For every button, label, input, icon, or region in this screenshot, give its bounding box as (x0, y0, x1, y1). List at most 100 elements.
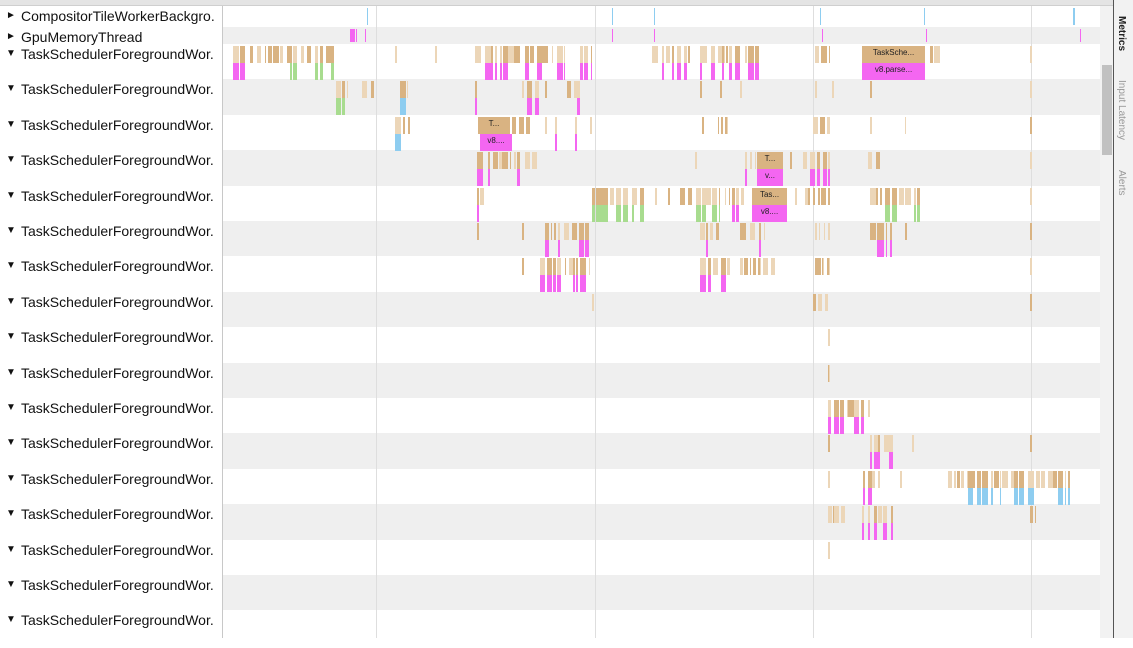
trace-slice[interactable] (290, 46, 292, 63)
trace-subslice[interactable] (702, 204, 706, 222)
trace-slice[interactable] (977, 470, 981, 488)
trace-subslice-labeled[interactable]: v8.... (752, 204, 787, 222)
trace-slice[interactable] (890, 223, 892, 240)
trace-slice[interactable] (545, 81, 547, 99)
trace-slice[interactable] (688, 46, 690, 63)
trace-subslice[interactable] (545, 240, 549, 257)
trace-slice[interactable] (973, 470, 975, 488)
trace-slice[interactable] (1011, 470, 1014, 488)
trace-slice[interactable] (499, 152, 502, 170)
trace-subslice[interactable] (877, 240, 881, 257)
trace-subslice[interactable] (1068, 487, 1070, 505)
trace-subslice[interactable] (982, 487, 988, 505)
trace-slice[interactable] (736, 187, 739, 205)
trace-slice[interactable] (356, 29, 357, 42)
trace-slice[interactable] (712, 187, 717, 205)
trace-slice[interactable] (868, 400, 870, 417)
trace-slice[interactable] (580, 223, 584, 240)
trace-slice[interactable] (878, 506, 882, 524)
trace-subslice[interactable] (672, 63, 674, 80)
trace-slice[interactable] (662, 46, 664, 63)
trace-slice[interactable] (569, 258, 573, 276)
trace-subslice[interactable] (320, 63, 323, 80)
trace-subslice[interactable] (485, 63, 491, 80)
trace-subslice-labeled[interactable]: v8.parse... (862, 63, 925, 80)
trace-slice[interactable] (575, 116, 577, 134)
trace-slice[interactable] (522, 223, 524, 240)
trace-slice[interactable] (735, 46, 740, 63)
trace-subslice[interactable] (400, 98, 406, 116)
trace-slice[interactable] (721, 258, 726, 276)
trace-subslice[interactable] (579, 240, 580, 257)
trace-slice-labeled[interactable]: TaskSche... (862, 46, 925, 63)
trace-subslice[interactable] (315, 63, 318, 80)
trace-slice[interactable] (967, 470, 968, 488)
trace-slice[interactable] (592, 187, 595, 205)
trace-slice[interactable] (577, 81, 580, 99)
trace-subslice[interactable] (828, 417, 831, 434)
track-label[interactable]: ▼ TaskSchedulerForegroundWor. (0, 117, 222, 152)
trace-slice[interactable] (820, 8, 821, 25)
trace-subslice[interactable] (477, 204, 479, 222)
trace-slice[interactable] (400, 81, 406, 99)
trace-slice[interactable] (957, 470, 960, 488)
trace-slice[interactable] (821, 46, 827, 63)
trace-slice[interactable] (828, 435, 830, 453)
trace-slice[interactable] (892, 187, 897, 205)
trace-slice[interactable] (926, 29, 927, 42)
trace-slice[interactable] (280, 46, 283, 63)
trace-slice[interactable] (547, 258, 552, 276)
track-row[interactable] (223, 27, 1100, 44)
trace-subslice[interactable] (342, 98, 345, 116)
trace-slice[interactable] (475, 81, 477, 99)
trace-subslice[interactable] (503, 63, 508, 80)
trace-subslice[interactable] (828, 169, 830, 187)
trace-subslice[interactable] (817, 169, 820, 187)
trace-subslice[interactable] (684, 63, 687, 80)
trace-slice[interactable] (565, 258, 566, 276)
trace-slice[interactable] (512, 116, 516, 134)
trace-slice[interactable] (517, 152, 520, 170)
trace-slice[interactable] (1030, 258, 1032, 276)
trace-subslice[interactable] (576, 275, 578, 293)
trace-slice[interactable] (823, 152, 827, 170)
trace-slice[interactable] (810, 152, 815, 170)
trace-slice[interactable] (688, 187, 692, 205)
trace-subslice[interactable] (892, 204, 897, 222)
trace-slice[interactable] (834, 400, 839, 417)
trace-slice[interactable] (551, 223, 552, 240)
trace-slice[interactable] (535, 81, 539, 99)
trace-subslice[interactable] (810, 169, 815, 187)
expand-triangle-right-icon[interactable]: ► (6, 31, 16, 42)
trace-subslice[interactable] (729, 63, 732, 80)
track-label[interactable]: ► GpuMemoryThread (0, 29, 222, 46)
trace-slice[interactable] (240, 46, 245, 63)
trace-slice[interactable] (718, 116, 719, 134)
trace-subslice[interactable] (722, 63, 724, 80)
trace-subslice[interactable] (585, 240, 589, 257)
trace-subslice[interactable] (597, 204, 601, 222)
trace-subslice[interactable] (719, 204, 720, 222)
trace-slice[interactable] (870, 223, 876, 240)
trace-subslice[interactable] (623, 204, 628, 222)
trace-subslice[interactable] (336, 98, 341, 116)
trace-slice[interactable] (610, 187, 614, 205)
trace-slice[interactable] (500, 46, 502, 63)
trace-slice[interactable] (702, 46, 707, 63)
trace-slice[interactable] (886, 223, 887, 240)
trace-subslice[interactable] (1028, 487, 1034, 505)
trace-slice[interactable] (883, 506, 887, 524)
trace-slice[interactable] (362, 81, 367, 99)
track-label[interactable]: ▼ TaskSchedulerForegroundWor. (0, 152, 222, 187)
trace-slice[interactable] (545, 116, 547, 134)
trace-subslice[interactable] (500, 63, 502, 80)
track-label[interactable]: ▼ TaskSchedulerForegroundWor. (0, 258, 222, 293)
trace-slice[interactable] (326, 46, 331, 63)
trace-slice[interactable] (1030, 223, 1032, 240)
track-row[interactable] (223, 291, 1100, 328)
trace-subslice[interactable] (233, 63, 239, 80)
trace-slice[interactable] (336, 81, 341, 99)
trace-slice[interactable] (924, 8, 925, 25)
trace-slice[interactable] (815, 258, 821, 276)
track-label[interactable]: ▼ TaskSchedulerForegroundWor. (0, 400, 222, 435)
